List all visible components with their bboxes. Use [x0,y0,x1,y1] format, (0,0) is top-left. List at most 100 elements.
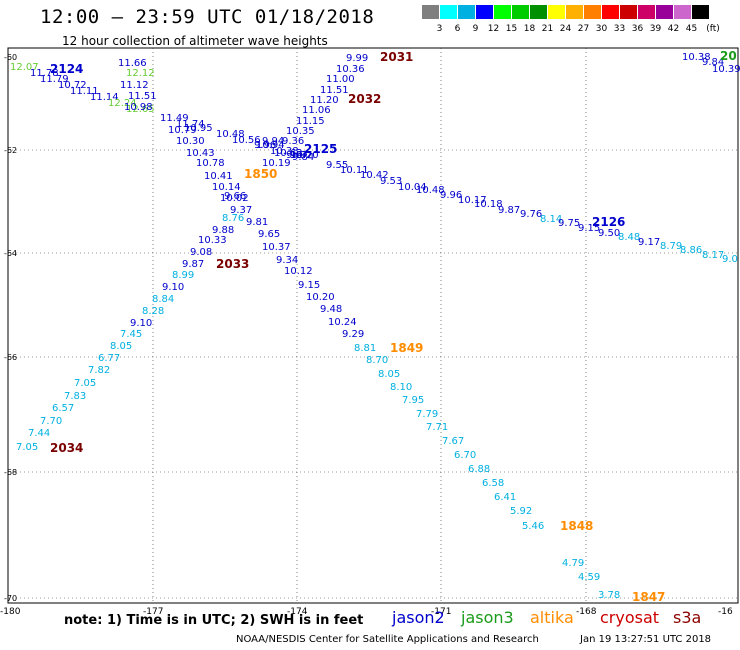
track-1849-value: 6.41 [494,492,516,503]
track-2033-value: 8.76 [222,213,244,224]
track-2034-value: 9.10 [130,318,152,329]
track-2033-value: 9.87 [182,259,204,270]
chart-title: 12:00 — 23:59 UTC 01/18/2018 [40,6,375,28]
lon-tick-label: -180 [0,607,21,617]
track-2034-value: 8.99 [172,270,194,281]
legend-s3a: s3a [673,608,702,627]
track-2124-value: 10.72 [58,80,87,91]
track-2126-value: 9.15 [578,223,600,234]
track-1849-value: 10.24 [328,317,357,328]
track-2126-value: 10.18 [474,199,503,210]
track-2124-value: 11.11 [70,86,99,97]
legend-swatch [440,5,457,19]
track-2034-value: 6.57 [52,403,74,414]
track-2124-value: 11.12 [120,80,149,91]
legend-label: 6 [454,24,461,34]
time-label-1850: 1850 [244,167,277,181]
track-2031-value: 11.20 [310,95,339,106]
legend-label: 39 [649,24,662,34]
track-2126-value: 9.53 [380,176,402,187]
track-2126-value: 10.48 [416,185,445,196]
legend-label: 36 [631,24,644,34]
track-1849-value: 7.71 [426,422,448,433]
track-1849-value: 8.70 [366,355,388,366]
track-2126-value: 10.04 [398,182,427,193]
track-2034-value: 9.10 [162,282,184,293]
legend-altika: altika [530,608,574,627]
track-2031-value: 10.35 [286,126,315,137]
legend-swatch [566,5,583,19]
chart-subtitle: 12 hour collection of altimeter wave hei… [62,34,328,48]
time-label-2033: 2033 [216,257,249,271]
track-2124-value: 12.07 [10,62,39,73]
legend-label: 27 [577,24,590,34]
track-2034-value: 8.84 [152,294,174,305]
legend-cryosat: cryosat [600,608,660,627]
track-2034-value: 6.77 [98,353,120,364]
track-1849-value: 9.29 [342,329,364,340]
lon-tick-label: -174 [287,607,308,617]
track-2033-value: 9.81 [246,217,268,228]
track-2126-value: 8.48 [618,232,640,243]
time-label-2124: 2124 [50,62,83,76]
track-2033-value: 10.78 [196,158,225,169]
legend-label: 18 [523,24,536,34]
track-2033-value: 9.88 [212,225,234,236]
track-2033-value: 9.65 [258,229,280,240]
track-2034-value: 7.44 [28,428,50,439]
time-label-2126: 2126 [592,215,625,229]
track-1849-value: 7.79 [416,409,438,420]
track-2124-value: 11.79 [40,74,69,85]
lon-tick-label: -171 [431,607,451,617]
track-2033-value: 9.34 [276,255,298,266]
track-2033-value: 9.66 [224,191,246,202]
track-2126-value: 10.42 [360,170,389,181]
legend-jason3: jason3 [461,608,514,627]
legend-swatch [494,5,511,19]
track-2033-value: 10.02 [220,193,249,204]
track-2126-value: 9.75 [558,218,580,229]
track-2124-value: 10.79 [168,125,197,136]
track-2126-value: 8.17 [702,250,724,261]
track-1849-value: 8.10 [390,382,412,393]
track-2126-value: 10.11 [340,165,369,176]
track-2124-value: 12.65 [126,104,155,115]
track-1849-value: 10.12 [284,266,313,277]
track-2124-value: 9.97 [290,150,312,161]
legend-swatch [584,5,601,19]
track-2031-value: 9.94 [262,136,284,147]
track-2034-value: 7.83 [64,391,86,402]
track-1849-value: 3.78 [598,590,620,601]
track-2126-value: 9.17 [638,237,660,248]
time-label-2125: 2125 [304,142,337,156]
track-2033-value: 9.37 [230,205,252,216]
track-1849-value: 10.20 [306,292,335,303]
track-1849-value: 9.15 [298,280,320,291]
track-1849-value: 5.46 [522,521,544,532]
lat-tick-label: -66 [4,353,17,362]
track-1849-value: 6.70 [454,450,476,461]
track-2034-value: 8.05 [110,341,132,352]
track-2031-value: 11.06 [302,105,331,116]
track-2126-value: 10.17 [458,195,487,206]
track-2031-value: 11.15 [296,116,325,127]
corner-value: 10.39 [712,64,740,75]
track-2033-value: 10.14 [212,182,241,193]
track-2031-value: 11.00 [326,74,355,85]
track-2126-value: 9.55 [326,160,348,171]
track-2033-value: 10.41 [204,171,233,182]
legend-swatch [476,5,493,19]
track-2124-value: 11.14 [90,92,119,103]
track-2126-value: 9.96 [440,190,462,201]
track-2124-value: 10.98 [124,102,153,113]
track-2124-value: 10.62 [274,148,303,159]
time-label-2032: 2032 [348,92,381,106]
track-2031-value: 11.51 [320,85,349,96]
track-2034-value: 7.82 [88,365,110,376]
legend-swatch [602,5,619,19]
note-text: note: 1) Time is in UTC; 2) SWH is in fe… [64,613,364,628]
footer-timestamp: Jan 19 13:27:51 UTC 2018 [580,634,712,645]
track-2031-value: 10.36 [336,64,365,75]
legend-swatch [548,5,565,19]
track-2124-value: 10.30 [176,136,205,147]
